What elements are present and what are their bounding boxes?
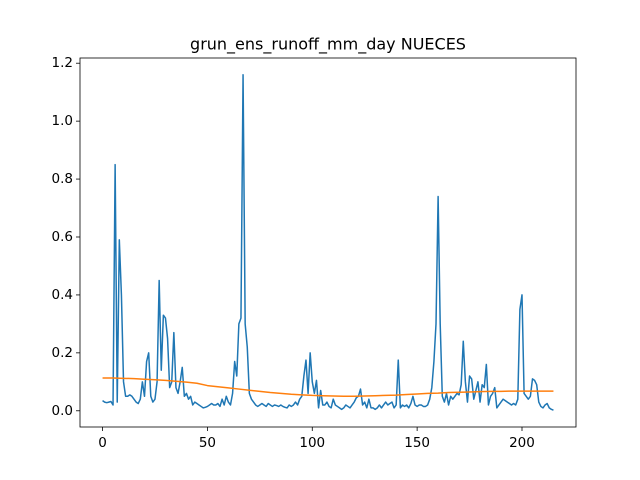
y-tick-label: 1.0 (52, 113, 73, 129)
y-tick-label: 0.0 (52, 403, 73, 419)
x-tick-label: 50 (199, 435, 216, 451)
y-tick-label: 1.2 (52, 55, 73, 71)
y-tick-label: 0.2 (52, 345, 73, 361)
x-tick-label: 0 (98, 435, 107, 451)
x-tick-label: 150 (404, 435, 430, 451)
chart-title: grun_ens_runoff_mm_day NUECES (190, 35, 466, 55)
y-tick-label: 0.8 (52, 171, 73, 187)
x-tick-label: 100 (299, 435, 325, 451)
series-line (102, 377, 554, 398)
series-line (102, 74, 554, 411)
x-tick-label: 200 (509, 435, 535, 451)
y-tick-label: 0.6 (52, 229, 73, 245)
y-tick-label: 0.4 (52, 287, 73, 303)
plot-frame (79, 57, 577, 428)
